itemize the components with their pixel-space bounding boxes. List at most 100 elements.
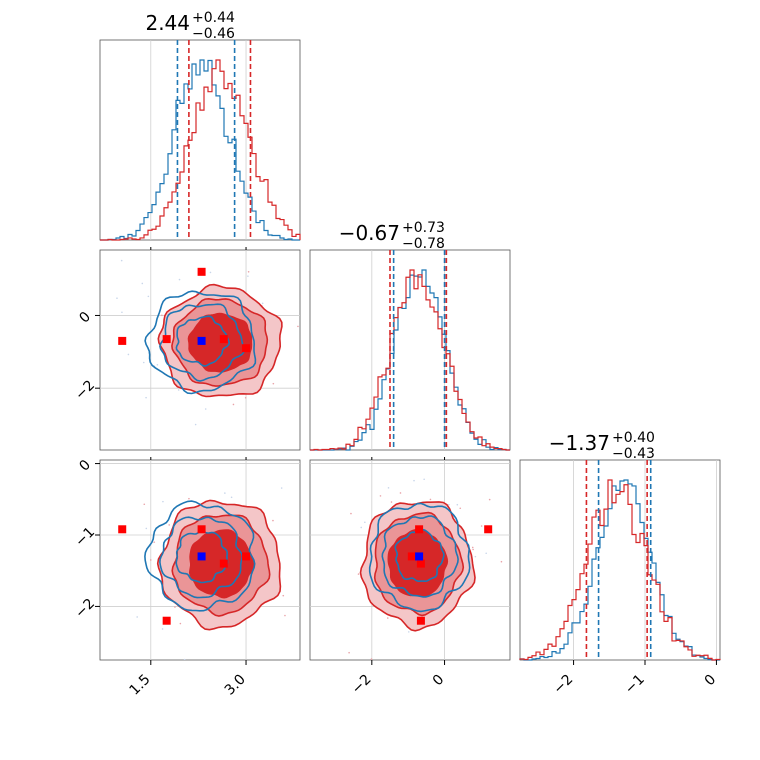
sample-point bbox=[145, 396, 147, 399]
y-tick-label: 0 bbox=[76, 309, 94, 327]
sample-point bbox=[282, 594, 285, 597]
contour-blue-0 bbox=[144, 290, 257, 395]
sample-point bbox=[448, 503, 450, 506]
sample-point bbox=[232, 403, 235, 406]
sample-point bbox=[247, 271, 250, 273]
marker-blue bbox=[197, 336, 206, 345]
contour-blue-2 bbox=[175, 530, 229, 584]
sample-point bbox=[305, 582, 307, 584]
sample-point bbox=[120, 259, 123, 262]
sample-point bbox=[174, 606, 176, 608]
y-tick-label: −2 bbox=[72, 377, 98, 403]
sample-point bbox=[272, 382, 275, 385]
sample-point bbox=[386, 617, 389, 619]
sample-point bbox=[488, 498, 491, 501]
sample-point bbox=[136, 616, 138, 618]
marker-red bbox=[242, 552, 251, 561]
sample-point bbox=[407, 631, 410, 633]
marker-red bbox=[219, 559, 228, 568]
y-tick-label: −1 bbox=[72, 524, 98, 550]
sample-point bbox=[480, 525, 483, 527]
sample-point bbox=[204, 408, 207, 410]
contour-blue-2 bbox=[175, 315, 231, 367]
sample-point bbox=[153, 541, 156, 543]
y-tick-label: −2 bbox=[72, 596, 98, 622]
sample-point bbox=[357, 573, 360, 575]
sample-point bbox=[459, 507, 462, 510]
x-tick-label: −2 bbox=[550, 672, 576, 698]
x-tick-label: 3.0 bbox=[222, 672, 249, 699]
marker-red bbox=[197, 267, 206, 276]
sample-point bbox=[145, 527, 148, 530]
sample-point bbox=[474, 555, 477, 558]
panel-title-value: 2.44 bbox=[145, 11, 190, 35]
sample-point bbox=[247, 275, 249, 277]
sample-point bbox=[244, 396, 247, 399]
contour-blue-1 bbox=[381, 515, 459, 598]
marker-red bbox=[162, 616, 171, 625]
panel-title-minus: −0.43 bbox=[612, 446, 655, 462]
sample-point bbox=[121, 311, 123, 314]
panel-title-plus: +0.40 bbox=[612, 430, 655, 446]
x-tick-label: 0 bbox=[430, 672, 448, 690]
sample-point bbox=[360, 526, 363, 529]
y-tick-label: 0 bbox=[76, 457, 94, 475]
panel-title-minus: −0.78 bbox=[402, 236, 445, 252]
x-tick-label: 1.5 bbox=[127, 672, 154, 699]
marker-red bbox=[162, 335, 171, 344]
marker-blue bbox=[415, 552, 424, 561]
sample-point bbox=[116, 297, 118, 299]
sample-point bbox=[161, 628, 164, 630]
sample-point bbox=[413, 479, 415, 482]
sample-point bbox=[399, 492, 402, 494]
sample-point bbox=[147, 295, 150, 298]
diag-panel-2: −1.37 +0.40−0.43 bbox=[519, 430, 721, 661]
sample-point bbox=[142, 361, 145, 364]
sample-point bbox=[224, 492, 226, 494]
sample-point bbox=[162, 500, 164, 503]
pair-panel-2-1 bbox=[309, 459, 511, 661]
contour-blue-0 bbox=[144, 500, 256, 612]
sample-point bbox=[429, 498, 432, 501]
sample-point bbox=[230, 496, 233, 499]
marker-red bbox=[484, 525, 493, 534]
sample-point bbox=[485, 552, 487, 555]
sample-point bbox=[390, 501, 393, 503]
contour-blue-0 bbox=[368, 502, 471, 613]
sample-point bbox=[177, 389, 180, 391]
marker-red bbox=[118, 336, 127, 345]
diag-panel-1: −0.67 +0.73−0.78 bbox=[309, 220, 511, 451]
marker-red bbox=[407, 552, 416, 561]
marker-red bbox=[416, 616, 425, 625]
contour-blue-1 bbox=[159, 516, 244, 599]
panel-title-plus: +0.44 bbox=[192, 10, 235, 26]
marker-red bbox=[219, 335, 228, 344]
contour-blue-2 bbox=[394, 528, 445, 583]
x-tick-label: −1 bbox=[622, 672, 648, 698]
sample-point bbox=[143, 503, 146, 506]
sample-point bbox=[387, 487, 390, 489]
sample-point bbox=[178, 278, 181, 281]
pair-panel-2-0 bbox=[99, 459, 307, 661]
panel-title-value: −1.37 bbox=[549, 431, 610, 455]
sample-point bbox=[209, 271, 212, 274]
x-tick-label: −2 bbox=[349, 672, 375, 698]
sample-point bbox=[423, 478, 425, 481]
sample-point bbox=[364, 521, 366, 524]
sample-point bbox=[280, 487, 283, 489]
sample-point bbox=[306, 282, 308, 284]
panel-title-plus: +0.73 bbox=[402, 220, 445, 236]
sample-point bbox=[156, 363, 159, 366]
marker-red bbox=[242, 344, 251, 353]
x-tick-label: 0 bbox=[702, 672, 720, 690]
histogram-blue bbox=[100, 59, 300, 241]
pair-panel-1-0 bbox=[99, 249, 308, 451]
sample-point bbox=[370, 658, 373, 660]
diag-panel-0: 2.44 +0.44−0.46 bbox=[99, 10, 301, 241]
histogram-red bbox=[100, 59, 301, 241]
sample-point bbox=[194, 423, 197, 426]
sample-point bbox=[261, 302, 264, 305]
sample-point bbox=[183, 658, 186, 660]
sample-point bbox=[188, 497, 190, 500]
